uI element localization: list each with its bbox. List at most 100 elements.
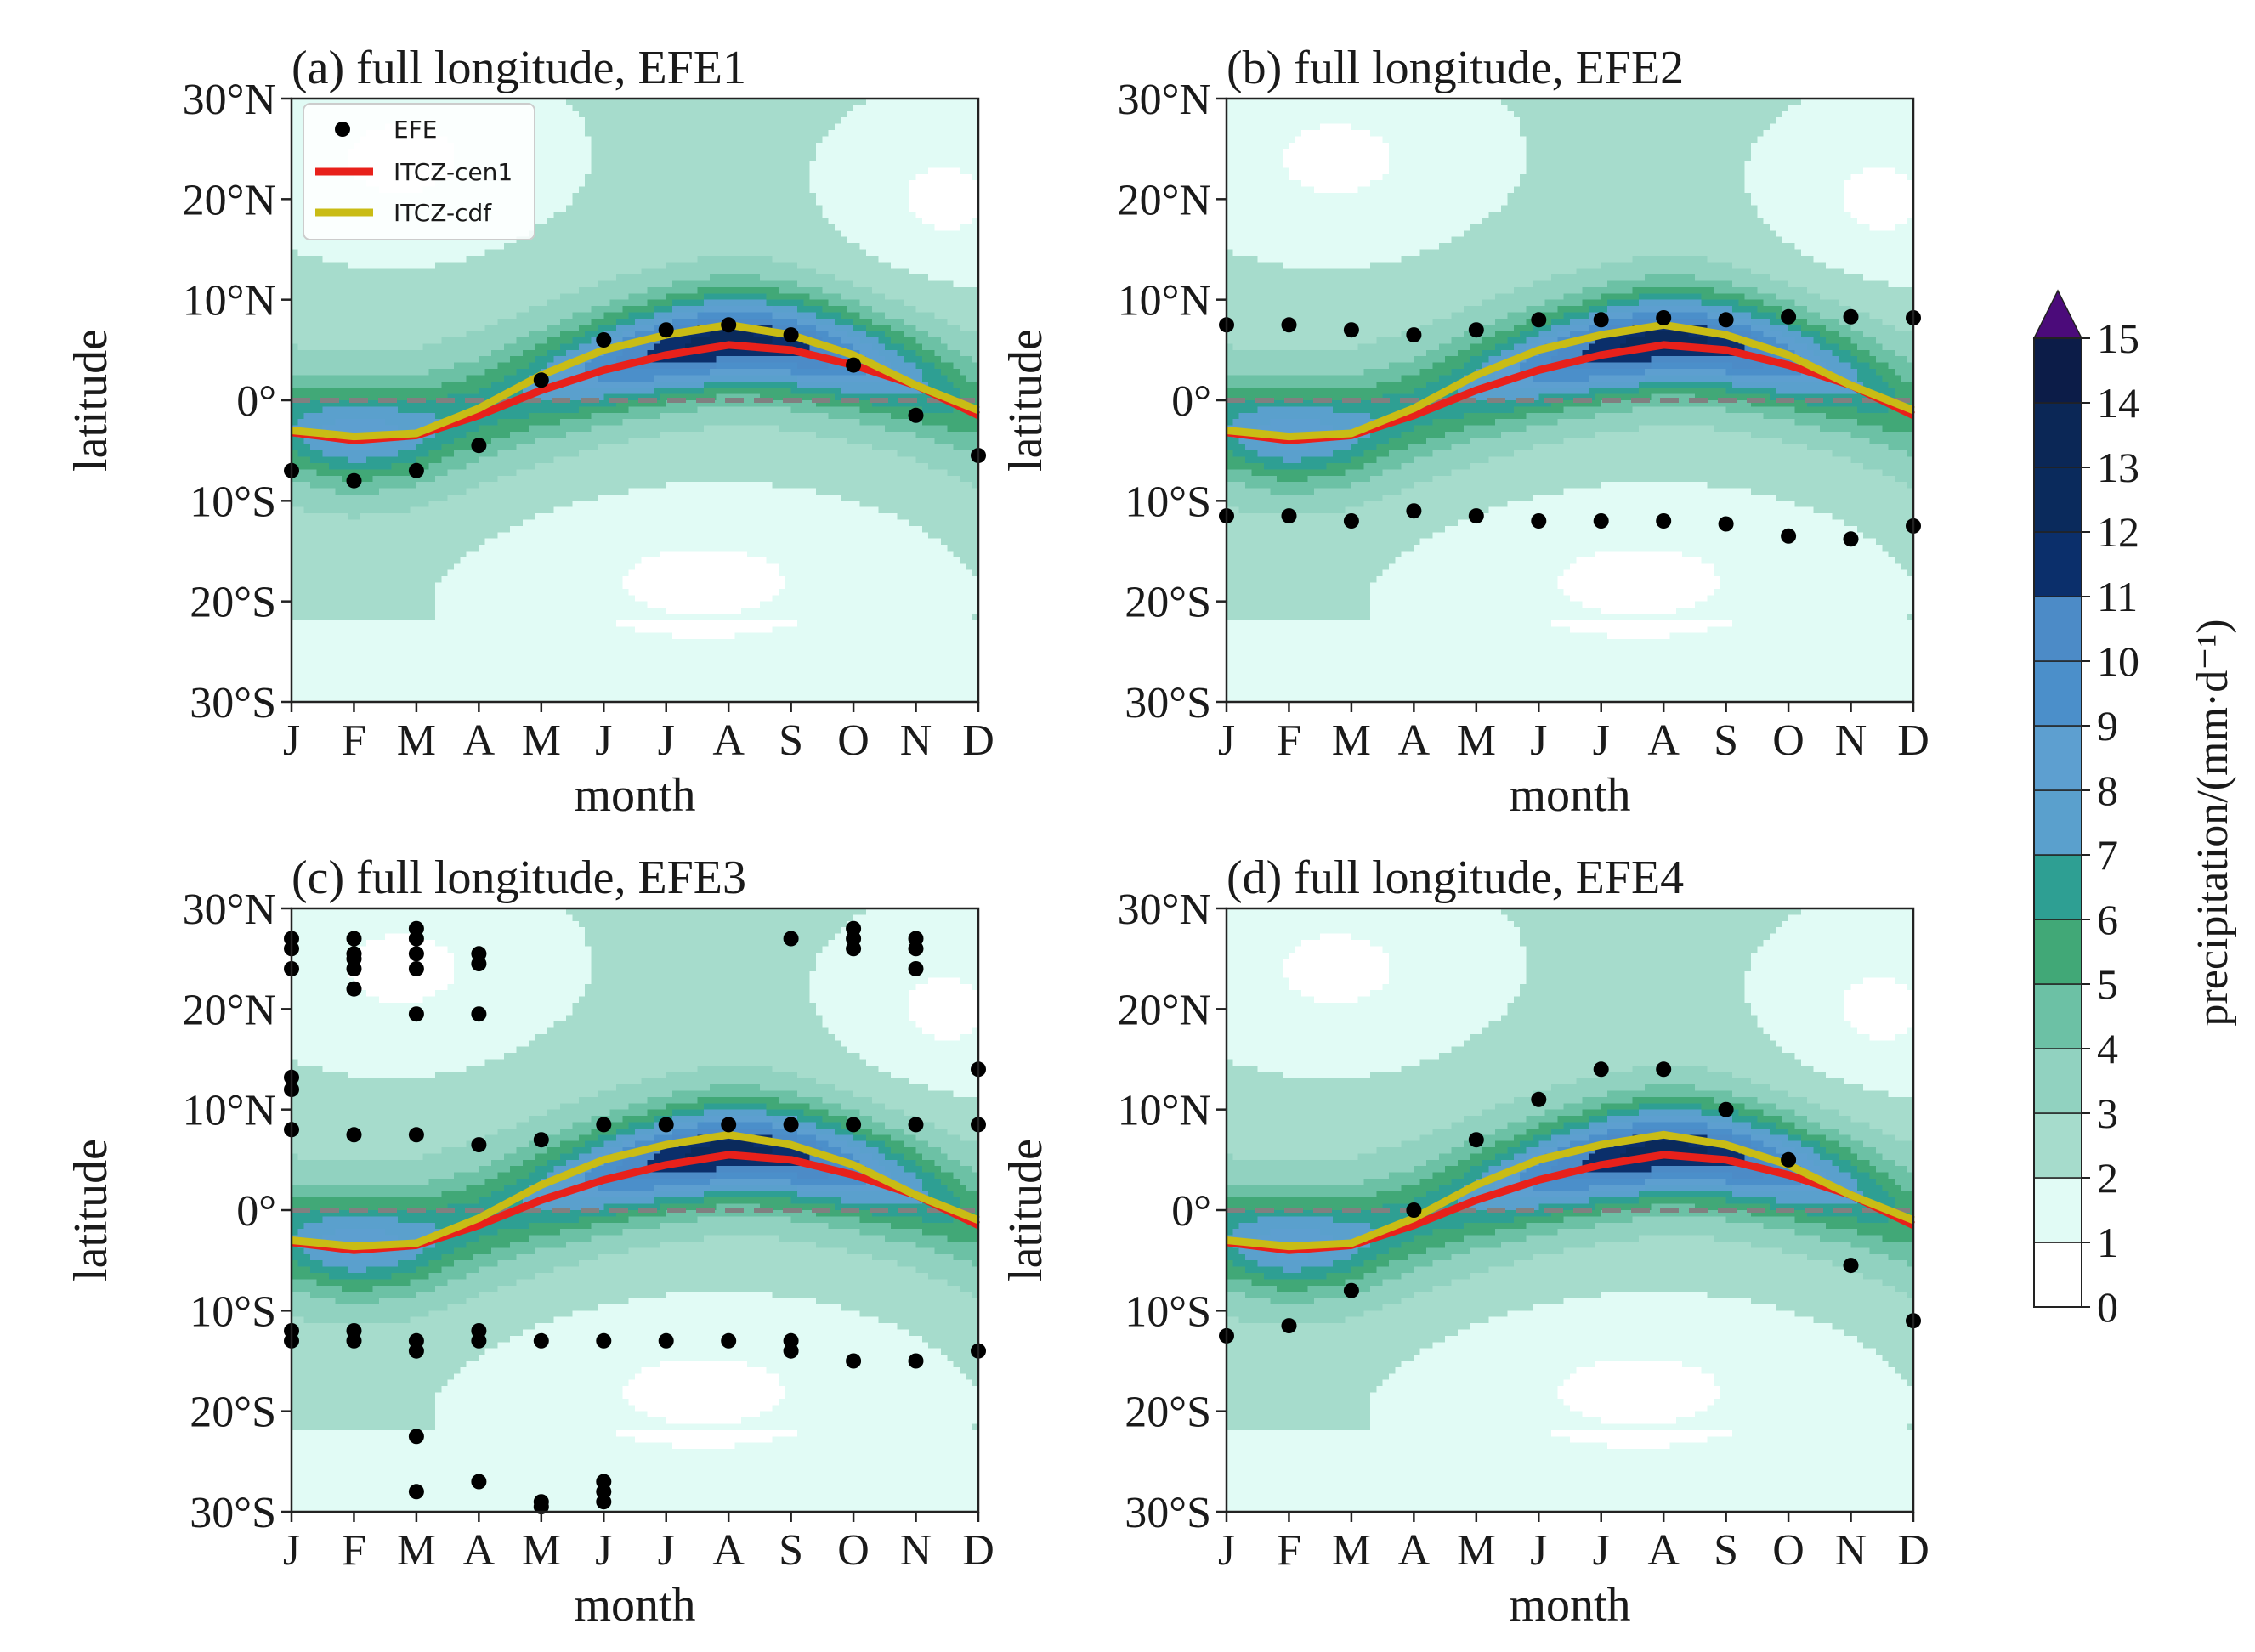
contour-cell: [434, 375, 442, 382]
contour-cell: [391, 438, 399, 445]
contour-cell: [416, 588, 423, 596]
contour-cell: [491, 626, 498, 634]
contour-cell: [310, 375, 317, 382]
contour-cell: [378, 400, 386, 407]
contour-cell: [310, 501, 317, 508]
contour-cell: [428, 375, 436, 382]
contour-cell: [603, 381, 611, 388]
contour-cell: [428, 614, 436, 621]
contour-cell: [591, 249, 598, 257]
contour-cell: [541, 488, 548, 495]
contour-cell: [466, 557, 473, 564]
contour-cell: [341, 274, 348, 282]
contour-cell: [466, 475, 473, 483]
contour-cell: [348, 494, 355, 501]
contour-cell: [553, 557, 561, 564]
contour-cell: [453, 582, 461, 590]
contour-cell: [578, 595, 586, 603]
contour-cell: [553, 212, 561, 219]
contour-cell: [572, 525, 580, 533]
contour-cell: [385, 349, 393, 357]
contour-cell: [329, 412, 337, 420]
contour-cell: [366, 651, 374, 659]
contour-cell: [366, 381, 374, 388]
contour-cell: [491, 343, 498, 351]
contour-cell: [516, 456, 524, 464]
contour-cell: [516, 639, 524, 647]
contour-cell: [310, 626, 317, 634]
contour-cell: [410, 475, 417, 483]
contour-cell: [603, 626, 611, 634]
contour-cell: [378, 506, 386, 514]
contour-cell: [479, 462, 486, 470]
contour-cell: [385, 664, 393, 671]
contour-cell: [348, 569, 355, 577]
contour-cell: [378, 676, 386, 684]
contour-cell: [428, 400, 436, 407]
contour-cell: [360, 576, 367, 584]
contour-cell: [466, 318, 473, 325]
contour-cell: [416, 337, 423, 345]
contour-cell: [447, 312, 455, 320]
contour-cell: [428, 462, 436, 470]
contour-cell: [566, 369, 574, 376]
contour-cell: [535, 218, 542, 225]
contour-cell: [292, 343, 298, 351]
contour-cell: [484, 381, 492, 388]
contour-cell: [585, 525, 592, 533]
contour-cell: [366, 582, 374, 590]
contour-cell: [603, 299, 611, 307]
contour-cell: [503, 538, 511, 546]
contour-cell: [541, 608, 548, 615]
contour-cell: [303, 506, 311, 514]
contour-cell: [553, 205, 561, 212]
contour-cell: [566, 412, 574, 420]
contour-cell: [547, 349, 555, 357]
contour-cell: [503, 595, 511, 603]
contour-cell: [460, 99, 467, 105]
contour-cell: [422, 356, 430, 364]
contour-cell: [310, 312, 317, 320]
contour-cell: [484, 651, 492, 659]
contour-cell: [297, 110, 305, 118]
contour-cell: [503, 255, 511, 263]
contour-cell: [473, 501, 479, 508]
contour-cell: [391, 664, 399, 671]
contour-cell: [434, 519, 442, 527]
contour-cell: [578, 180, 586, 188]
contour-cell: [572, 545, 580, 552]
contour-cell: [297, 129, 305, 137]
contour-cell: [453, 626, 461, 634]
contour-cell: [566, 676, 574, 684]
contour-cell: [292, 180, 298, 188]
contour-cell: [453, 676, 461, 684]
contour-cell: [572, 199, 580, 206]
contour-cell: [585, 614, 592, 621]
contour-cell: [447, 243, 455, 251]
contour-cell: [329, 545, 337, 552]
contour-cell: [360, 588, 367, 596]
contour-cell: [522, 388, 530, 395]
contour-cell: [292, 670, 298, 678]
contour-cell: [422, 318, 430, 325]
contour-cell: [541, 123, 548, 131]
contour-cell: [585, 569, 592, 577]
contour-cell: [372, 337, 380, 345]
contour-cell: [303, 532, 311, 540]
contour-cell: [416, 381, 423, 388]
contour-cell: [335, 318, 343, 325]
contour-cell: [447, 695, 455, 702]
contour-cell: [303, 664, 311, 671]
contour-cell: [566, 349, 574, 357]
contour-cell: [529, 400, 536, 407]
contour-cell: [310, 651, 317, 659]
contour-cell: [503, 563, 511, 571]
contour-cell: [597, 469, 604, 477]
contour-cell: [335, 532, 343, 540]
contour-cell: [397, 99, 405, 105]
contour-cell: [535, 614, 542, 621]
contour-cell: [441, 280, 449, 288]
contour-cell: [466, 582, 473, 590]
contour-cell: [529, 331, 536, 338]
contour-cell: [360, 632, 367, 640]
